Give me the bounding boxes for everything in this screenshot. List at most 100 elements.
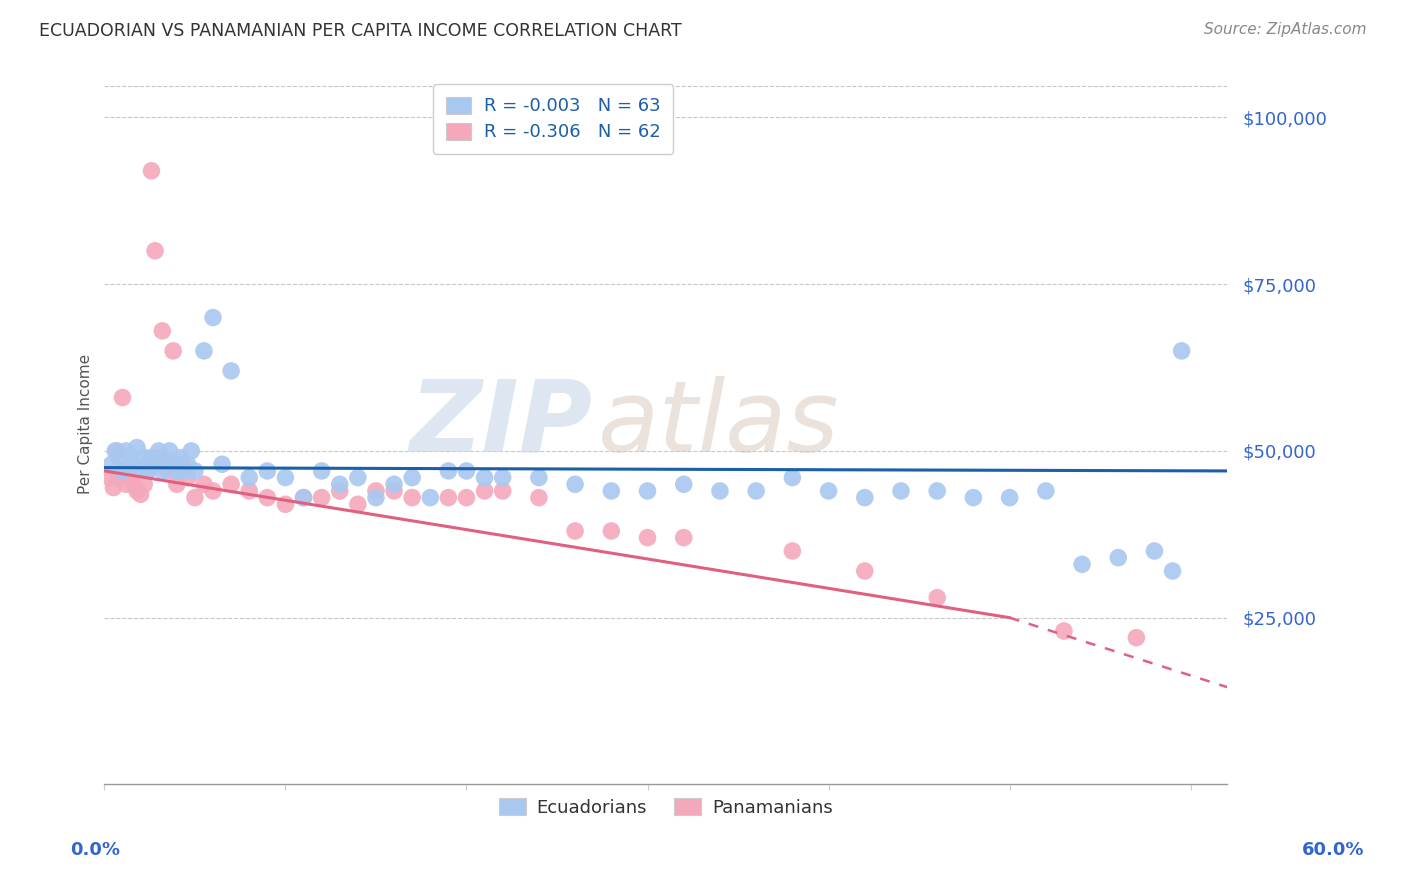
Point (292, 491, 315, 505)
Point (115, 444, 138, 458)
Point (456, 464, 478, 478)
Point (745, 483, 768, 498)
Point (1170, 343, 1192, 358)
Point (238, 470, 260, 484)
Point (292, 491, 315, 505)
Point (108, 450, 131, 465)
Point (998, 491, 1021, 505)
Point (180, 444, 202, 458)
Point (162, 343, 184, 358)
Point (105, 444, 128, 458)
Point (600, 524, 623, 538)
Point (156, 464, 179, 478)
Point (782, 470, 804, 484)
Text: 0.0%: 0.0% (70, 840, 121, 858)
Point (1053, 624, 1076, 638)
Point (110, 464, 132, 478)
Point (419, 491, 441, 505)
Point (219, 477, 242, 491)
Point (136, 464, 159, 478)
Point (104, 444, 127, 458)
Text: Source: ZipAtlas.com: Source: ZipAtlas.com (1204, 22, 1367, 37)
Point (202, 483, 225, 498)
Point (1107, 550, 1129, 565)
Point (564, 524, 586, 538)
Point (364, 483, 387, 498)
Point (117, 464, 139, 478)
Point (238, 483, 260, 498)
Point (100, 457, 122, 471)
Point (159, 444, 181, 458)
Point (172, 457, 194, 471)
Point (121, 470, 143, 484)
Point (492, 470, 515, 484)
Point (274, 497, 297, 511)
Point (890, 483, 912, 498)
Point (115, 477, 138, 491)
Point (600, 483, 623, 498)
Point (150, 464, 173, 478)
Point (274, 470, 297, 484)
Point (492, 483, 515, 498)
Point (108, 470, 131, 484)
Point (211, 457, 233, 471)
Point (176, 457, 198, 471)
Point (637, 483, 659, 498)
Point (150, 324, 173, 338)
Point (672, 531, 695, 545)
Point (193, 477, 215, 491)
Point (817, 483, 839, 498)
Point (143, 244, 166, 258)
Point (136, 464, 159, 478)
Point (193, 343, 215, 358)
Text: ECUADORIAN VS PANAMANIAN PER CAPITA INCOME CORRELATION CHART: ECUADORIAN VS PANAMANIAN PER CAPITA INCO… (39, 22, 682, 40)
Point (329, 483, 352, 498)
Text: ZIP: ZIP (409, 376, 593, 473)
Point (564, 477, 586, 491)
Point (141, 163, 163, 178)
Point (134, 477, 156, 491)
Point (129, 460, 152, 475)
Point (173, 464, 195, 478)
Text: 60.0%: 60.0% (1302, 840, 1364, 858)
Point (148, 444, 170, 458)
Point (219, 364, 242, 378)
Point (437, 491, 460, 505)
Point (311, 464, 333, 478)
Point (927, 591, 949, 605)
Point (1071, 558, 1094, 572)
Point (1035, 483, 1057, 498)
Point (155, 454, 177, 468)
Y-axis label: Per Capita Income: Per Capita Income (79, 354, 93, 494)
Legend: Ecuadorians, Panamanians: Ecuadorians, Panamanians (489, 789, 842, 826)
Point (162, 457, 184, 471)
Point (166, 464, 188, 478)
Point (347, 497, 370, 511)
Point (256, 464, 278, 478)
Point (143, 457, 166, 471)
Point (311, 491, 333, 505)
Point (111, 391, 134, 405)
Point (401, 491, 423, 505)
Point (347, 470, 370, 484)
Point (111, 464, 134, 478)
Point (1125, 631, 1147, 645)
Point (382, 483, 405, 498)
Point (853, 491, 876, 505)
Point (122, 477, 145, 491)
Point (129, 487, 152, 501)
Text: atlas: atlas (599, 376, 839, 473)
Point (169, 450, 191, 465)
Point (329, 477, 352, 491)
Point (364, 491, 387, 505)
Point (437, 464, 460, 478)
Point (141, 450, 163, 465)
Point (176, 470, 198, 484)
Point (184, 464, 207, 478)
Point (382, 477, 405, 491)
Point (962, 491, 984, 505)
Point (527, 470, 550, 484)
Point (672, 477, 695, 491)
Point (527, 491, 550, 505)
Point (166, 477, 188, 491)
